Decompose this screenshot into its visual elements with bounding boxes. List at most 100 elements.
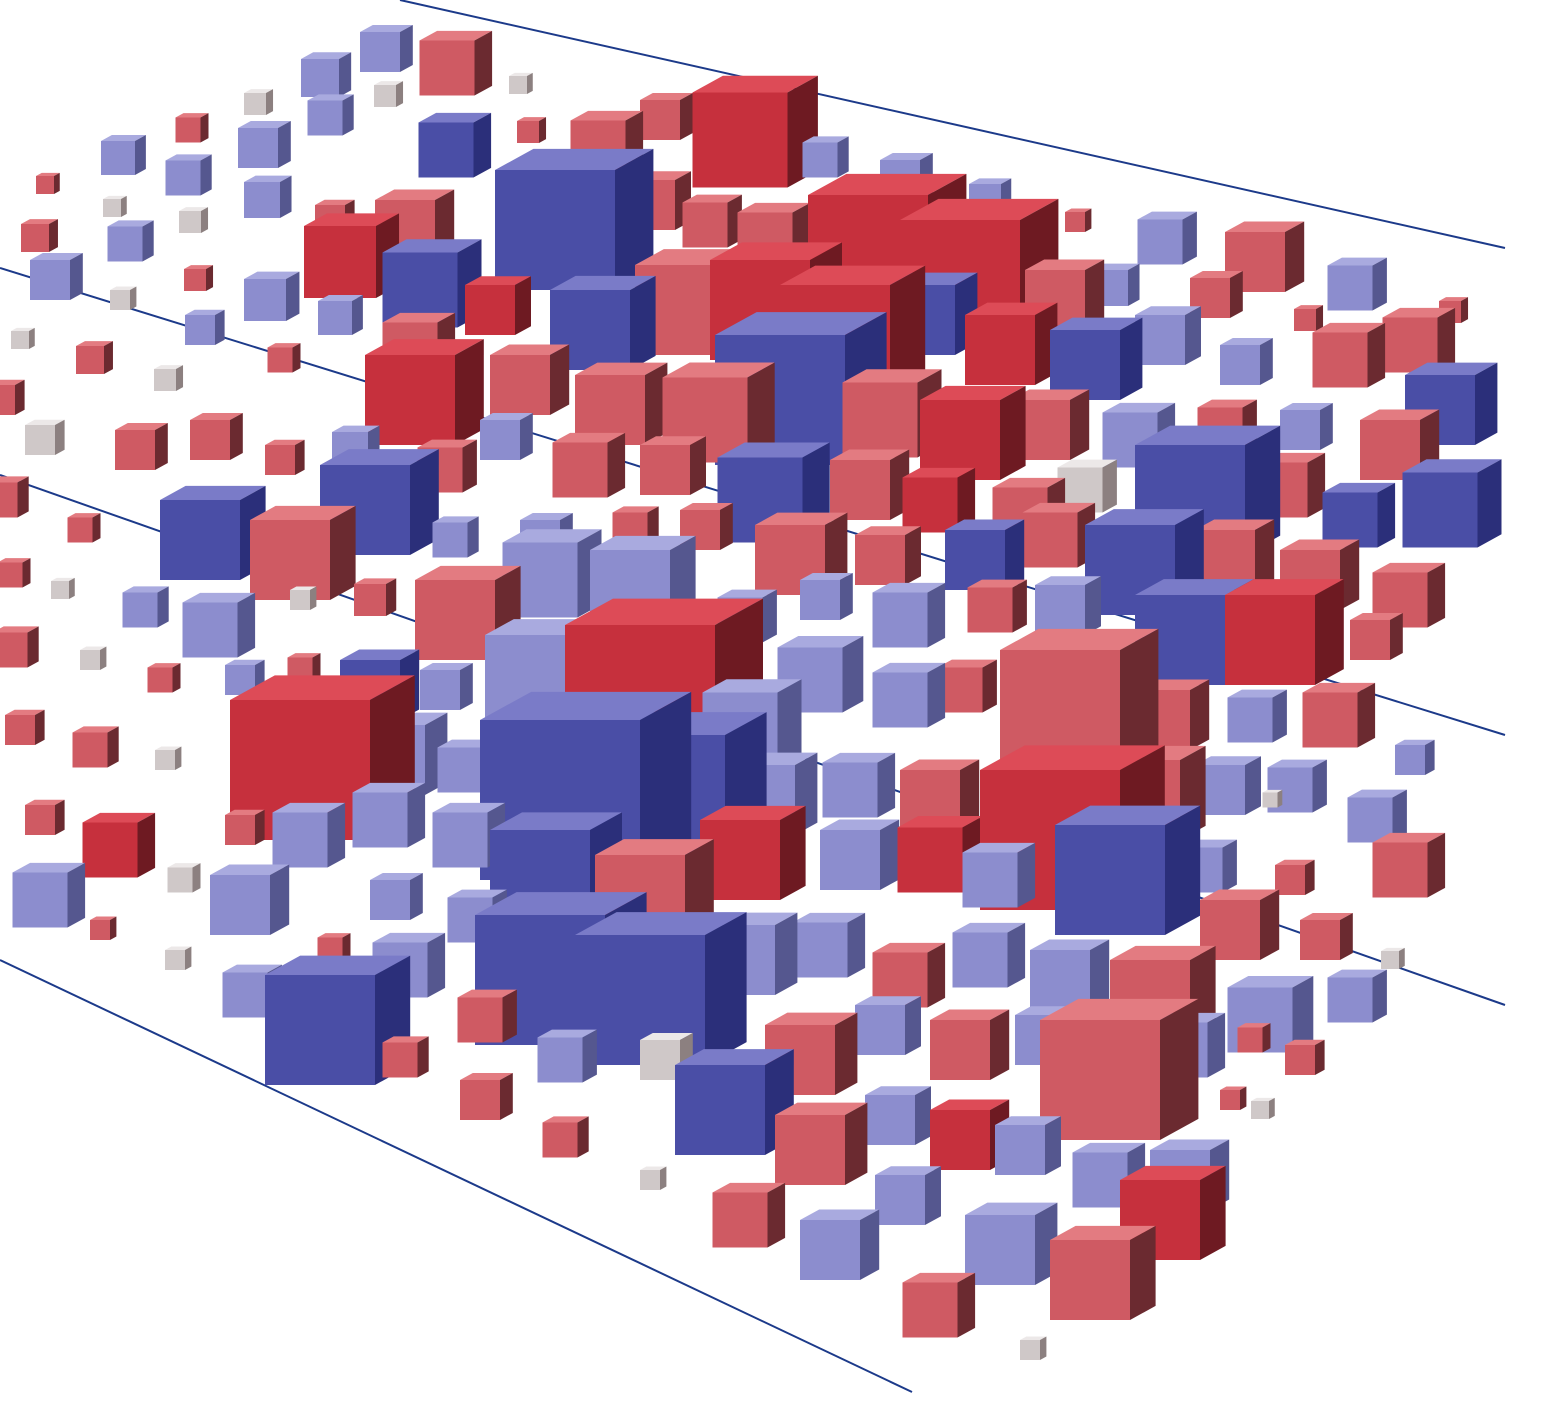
cube-side-face [582,1029,597,1083]
cube-side-face [278,120,291,168]
cube-top-face [715,312,887,335]
cube-side-face [280,175,292,218]
cube-front-face [872,672,928,728]
cube-top-face [1347,789,1407,798]
cube-side-face [762,589,777,643]
cube-top-face [420,662,473,670]
voxel-cube [225,809,265,845]
cube-side-face [55,799,65,835]
voxel-cube [1030,939,1110,1010]
cube-front-face [1020,1340,1040,1360]
cube-top-face [370,872,423,880]
cube-top-face [820,819,900,830]
cube-front-face [1350,620,1390,660]
voxel-cube [1327,257,1387,311]
voxel-cube [265,439,305,475]
cube-side-face [474,30,493,96]
cube-front-face [1302,692,1358,748]
voxel-cube [1237,1023,1271,1053]
cube-front-face [897,827,963,893]
cube-side-face [473,112,492,178]
cube-front-face [930,1110,990,1170]
voxel-cube [250,505,356,600]
cube-side-face [1269,1097,1275,1119]
cube-front-face [11,331,29,349]
cube-top-face [1135,579,1254,595]
cube-top-face [315,199,355,205]
cube-top-face [372,932,446,943]
cube-side-face [1000,385,1026,480]
cube-side-face [1390,612,1403,660]
cube-front-face [222,972,268,1018]
cube-side-face [747,362,775,463]
cube-front-face [184,269,206,291]
cube-top-face [0,476,29,483]
cube-side-face [640,691,692,880]
cube-top-face [244,175,292,182]
voxel-cube [238,120,291,168]
voxel-cube [792,912,866,978]
cube-top-face [375,189,455,200]
cube-side-face [777,679,802,768]
cube-side-face [1255,519,1275,590]
cube-top-face [710,242,842,260]
cube-side-face [342,94,354,136]
cube-top-face [1225,221,1305,232]
voxel-cube [418,112,492,178]
cube-top-face [354,578,397,584]
voxel-cube [0,558,31,588]
cube-side-face [270,864,290,935]
cube-side-face [1165,805,1201,935]
cube-side-face [1120,628,1159,770]
cube-top-face [76,341,113,346]
cube-top-face [802,136,849,143]
cube-top-face [682,194,742,203]
cube-side-face [342,933,351,963]
voxel-cube [640,92,693,140]
voxel-cube [1135,306,1201,365]
cube-top-face [1225,579,1344,595]
cube-top-face [575,362,668,375]
cube-side-face [206,265,214,291]
cube-top-face [1382,307,1456,318]
cube-front-face [1395,745,1425,775]
cube-side-face [410,449,439,555]
cube-top-face [447,889,507,898]
cube-side-face [1260,337,1273,385]
cube-front-face [301,59,339,97]
cube-front-face [265,445,295,475]
cube-side-face [847,912,866,978]
cube-top-face [475,892,647,915]
voxel-cube [154,365,184,391]
cube-top-face [808,173,967,195]
cube-front-face [995,1125,1045,1175]
cube-side-face [837,136,849,178]
voxel-cube [1227,689,1287,743]
cube-front-face [1137,219,1183,265]
cube-top-face [225,659,265,665]
cube-top-face [640,436,706,445]
cube-top-face [897,816,984,828]
cube-side-face [1012,579,1027,633]
cube-side-face [1312,759,1327,813]
cube-side-face [462,439,477,493]
cube-top-face [755,512,848,525]
voxel-cube [11,327,35,349]
voxel-cube [800,572,853,620]
cube-side-face [905,526,921,585]
cube-top-face [1065,208,1092,212]
cube-side-face [400,24,413,72]
cube-front-face [1022,512,1078,568]
cube-front-face [432,812,488,868]
cube-side-face [1292,976,1314,1053]
cube-top-face [265,439,305,445]
cube-front-face [1312,332,1368,388]
cube-side-face [121,195,127,217]
voxel-cube [80,646,107,670]
cube-top-face [1381,947,1405,951]
cube-top-face [0,626,39,633]
voxel-cube [822,752,896,818]
cube-front-face [965,1215,1035,1285]
voxel-cube [110,286,137,310]
